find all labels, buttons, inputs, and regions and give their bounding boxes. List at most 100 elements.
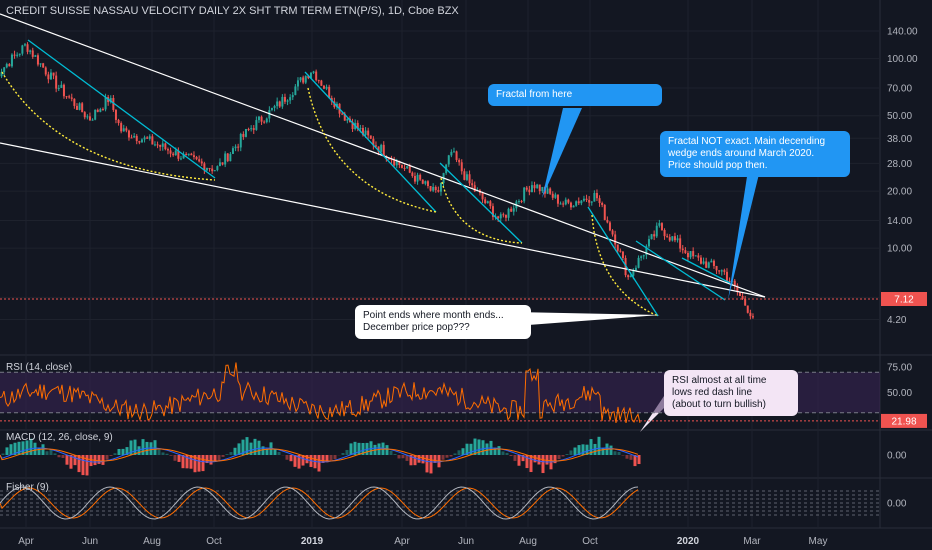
macd-bar bbox=[217, 455, 221, 461]
macd-bar bbox=[385, 445, 389, 455]
candle bbox=[172, 153, 175, 156]
macd-bar bbox=[473, 438, 477, 455]
time-tick-label: Jun bbox=[82, 536, 98, 547]
macd-bar bbox=[617, 452, 621, 455]
candle bbox=[374, 145, 377, 147]
candle bbox=[120, 123, 123, 132]
candles bbox=[0, 42, 754, 320]
candle bbox=[572, 205, 575, 208]
candle bbox=[486, 201, 489, 204]
candle bbox=[16, 54, 19, 56]
candle bbox=[260, 116, 263, 122]
candle bbox=[255, 120, 258, 130]
candle bbox=[3, 67, 6, 73]
macd-bar bbox=[529, 455, 533, 473]
macd-bar bbox=[521, 455, 525, 462]
candle bbox=[205, 167, 208, 171]
candle bbox=[460, 162, 463, 172]
candle bbox=[218, 162, 221, 167]
candle bbox=[728, 280, 731, 282]
candle bbox=[122, 128, 125, 132]
macd-bar bbox=[405, 455, 409, 461]
candle bbox=[237, 146, 240, 148]
candle bbox=[88, 116, 91, 121]
macd-bar bbox=[557, 455, 561, 460]
candle bbox=[153, 144, 156, 146]
time-tick-label: Oct bbox=[206, 536, 222, 547]
fractal-curve bbox=[1, 71, 216, 181]
candle bbox=[114, 109, 117, 120]
candle bbox=[320, 80, 323, 86]
macd-bar bbox=[29, 438, 33, 455]
macd-bar bbox=[173, 455, 177, 461]
candle bbox=[595, 193, 598, 199]
macd-bar bbox=[197, 455, 201, 472]
macd-bar bbox=[161, 452, 165, 455]
candle bbox=[473, 185, 476, 192]
time-tick-label: Apr bbox=[394, 536, 410, 547]
fractal-line bbox=[635, 240, 726, 301]
candle bbox=[536, 184, 539, 189]
candle bbox=[231, 148, 234, 154]
macd-bar bbox=[477, 439, 481, 455]
macd-bar bbox=[97, 455, 101, 464]
candle bbox=[29, 50, 32, 52]
price-tick-label: 70.00 bbox=[887, 84, 912, 95]
candle bbox=[692, 251, 695, 257]
candle bbox=[647, 239, 650, 247]
macd-bar bbox=[421, 455, 425, 464]
candle bbox=[296, 80, 299, 87]
candle bbox=[616, 244, 619, 251]
candle bbox=[689, 251, 692, 258]
candle bbox=[125, 128, 128, 131]
candle bbox=[372, 138, 375, 146]
candle bbox=[484, 199, 487, 204]
macd-bar bbox=[433, 455, 437, 463]
candle bbox=[645, 246, 648, 256]
candle bbox=[135, 135, 138, 142]
macd-bar bbox=[637, 455, 641, 465]
candle bbox=[403, 167, 406, 169]
macd-bar bbox=[17, 441, 21, 455]
candle bbox=[471, 183, 474, 186]
candle bbox=[211, 168, 214, 172]
macd-bar bbox=[77, 455, 81, 473]
candle bbox=[450, 151, 453, 156]
candle bbox=[47, 74, 50, 80]
candle bbox=[291, 95, 294, 98]
macd-bar bbox=[561, 455, 565, 457]
macd-bar bbox=[417, 455, 421, 463]
macd-bar bbox=[241, 439, 245, 455]
macd-bar bbox=[629, 455, 633, 460]
candle bbox=[8, 64, 11, 67]
candle bbox=[185, 153, 188, 155]
candle bbox=[359, 127, 362, 129]
candle bbox=[590, 201, 593, 203]
candle bbox=[421, 179, 424, 184]
rsi-tick-label: 75.00 bbox=[887, 363, 912, 374]
macd-bar bbox=[297, 455, 301, 469]
candle bbox=[660, 223, 663, 230]
candle bbox=[562, 203, 565, 205]
candle bbox=[668, 237, 671, 241]
candle bbox=[632, 270, 635, 276]
macd-bar bbox=[121, 448, 125, 455]
price-tick-label: 20.00 bbox=[887, 187, 912, 198]
time-tick-label: 2019 bbox=[301, 536, 324, 547]
candle bbox=[234, 146, 237, 149]
candle bbox=[140, 139, 143, 143]
macd-bar bbox=[117, 448, 121, 455]
macd-bar bbox=[353, 441, 357, 455]
macd-bar bbox=[277, 451, 281, 455]
candle bbox=[736, 285, 739, 293]
macd-bar bbox=[273, 448, 277, 455]
candle bbox=[39, 63, 42, 65]
time-tick-label: Aug bbox=[519, 536, 537, 547]
macd-bar bbox=[317, 455, 321, 472]
candle bbox=[31, 50, 34, 57]
macd-bar bbox=[177, 455, 181, 462]
callout-pointer bbox=[515, 312, 660, 326]
candle bbox=[13, 54, 16, 56]
candle bbox=[21, 45, 24, 54]
